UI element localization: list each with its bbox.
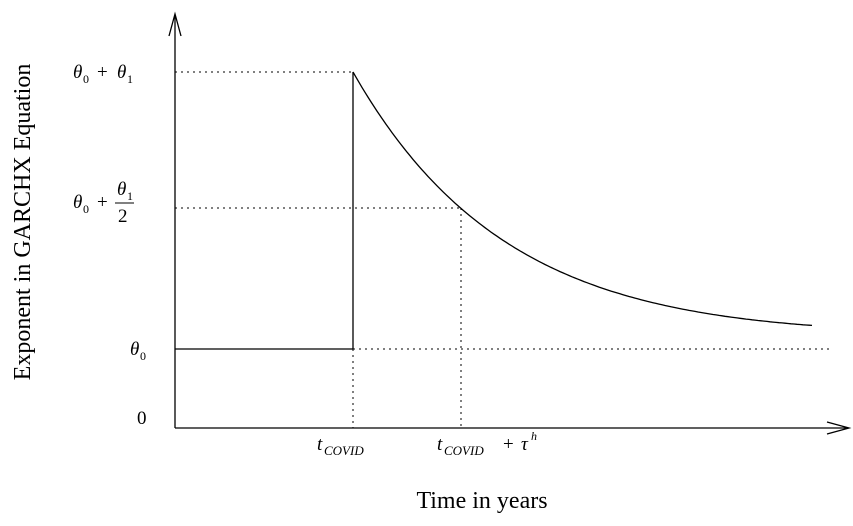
plus: + <box>97 192 108 213</box>
denominator: 2 <box>118 206 128 227</box>
subscript: 0 <box>83 72 89 86</box>
tau: τ <box>521 434 529 455</box>
y-label-top: θ 0 + θ 1 <box>73 62 133 86</box>
step-line <box>175 72 354 350</box>
theta: θ <box>73 192 82 213</box>
theta: θ <box>117 62 126 83</box>
superscript: h <box>531 429 537 443</box>
numerator: θ <box>117 179 126 200</box>
subscript: 0 <box>140 349 146 363</box>
subscript: 1 <box>127 72 133 86</box>
subscript: COVID <box>444 443 484 458</box>
y-arrow <box>168 11 182 37</box>
x-axis-label: Time in years <box>416 488 547 514</box>
y-label-zero: 0 <box>137 408 147 429</box>
t: t <box>437 434 443 455</box>
y-label-base: θ 0 <box>130 339 146 363</box>
t: t <box>317 434 323 455</box>
y-axis-label: Exponent in GARCHX Equation <box>10 64 36 381</box>
x-label-half-life: t COVID + τ h <box>437 429 537 458</box>
subscript: COVID <box>324 443 364 458</box>
decay-curve <box>352 71 813 327</box>
x-arrow <box>826 421 852 435</box>
theta: θ <box>73 62 82 83</box>
subscript: 0 <box>83 202 89 216</box>
plus: + <box>97 62 108 83</box>
subscript: 1 <box>127 189 133 203</box>
x-label-covid: t COVID <box>317 434 364 458</box>
plus: + <box>503 434 514 455</box>
y-label-half: θ 0 + θ 1 2 <box>73 179 134 227</box>
theta: θ <box>130 339 139 360</box>
